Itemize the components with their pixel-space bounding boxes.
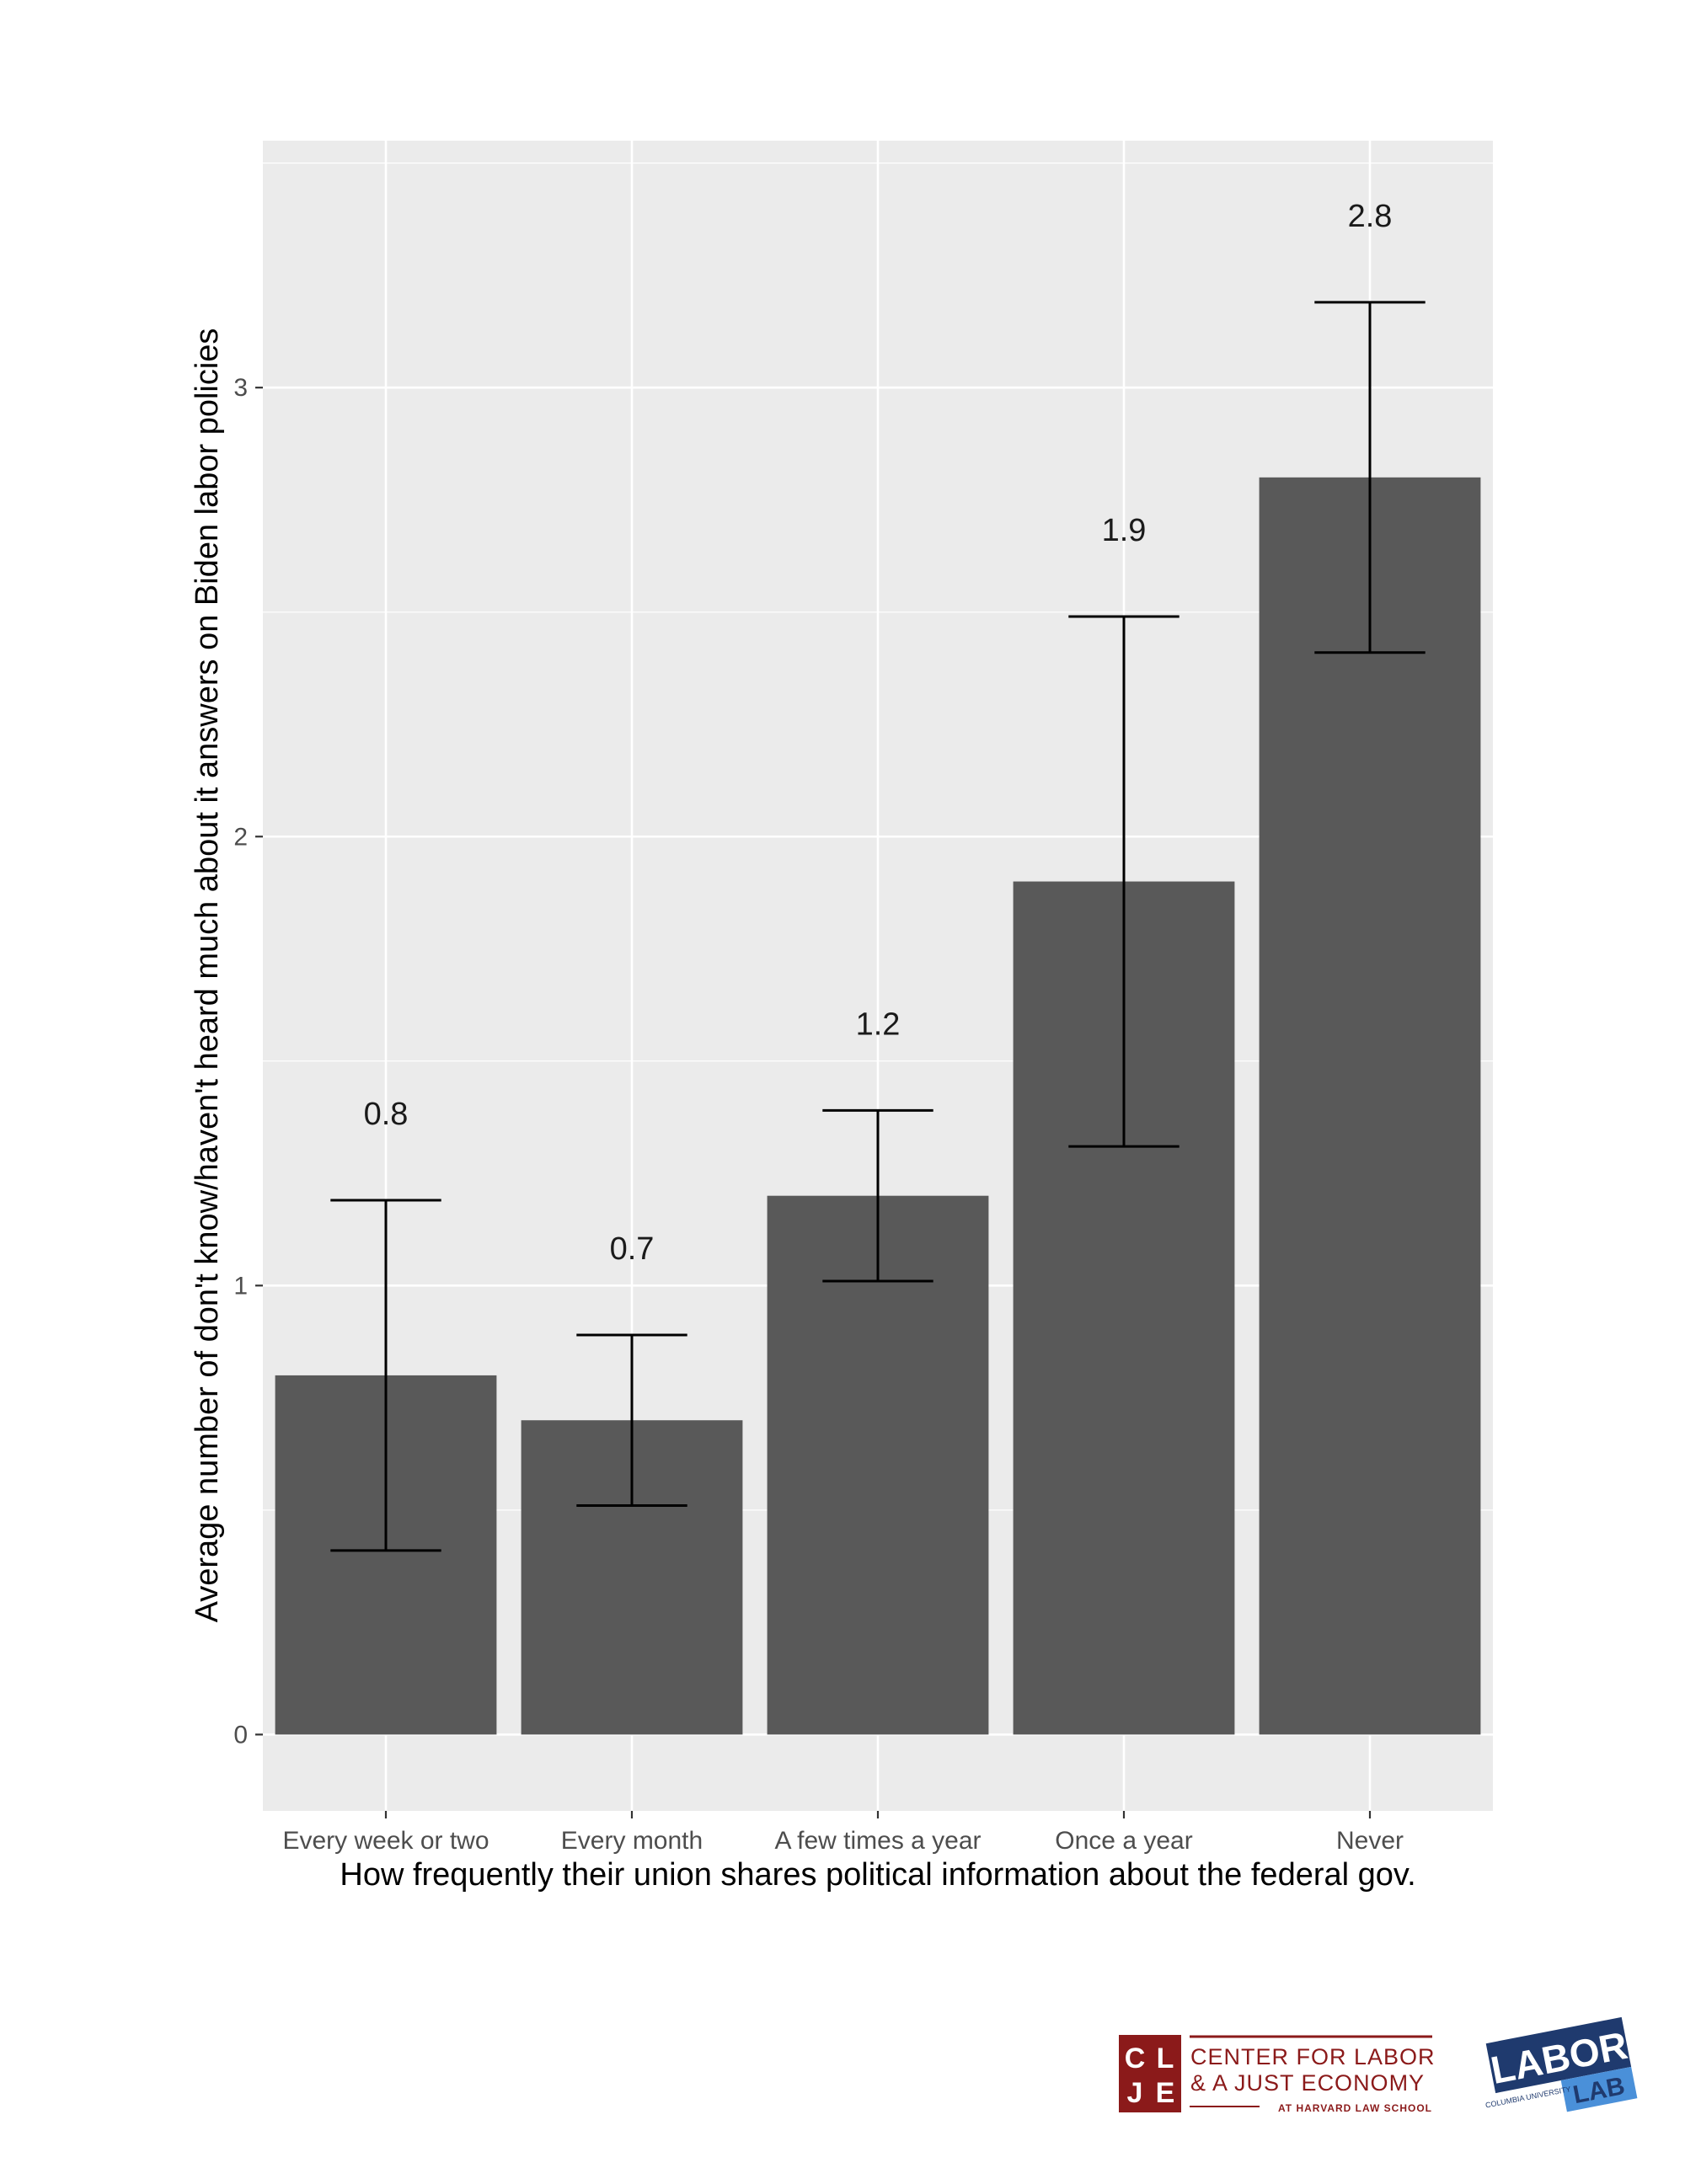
error-bars [330, 301, 1426, 1552]
clje-logo-line3: AT HARVARD LAW SCHOOL [1278, 2102, 1432, 2114]
clje-logo-line2: & A JUST ECONOMY [1190, 2070, 1425, 2096]
laborlab-logo-dark-block [1485, 2016, 1632, 2094]
y-tick-label: 0 [233, 1721, 248, 1749]
clje-logo: C L J E CENTER FOR LABOR & A JUST ECONOM… [1119, 2035, 1436, 2114]
data-label: 0.7 [610, 1231, 655, 1267]
data-label: 2.8 [1348, 199, 1393, 234]
y-axis-title: Average number of don't know/haven't hea… [190, 328, 225, 1623]
data-labels: 0.8 0.7 1.2 1.9 2.8 [364, 199, 1393, 1267]
clje-logo-letter-l: L [1157, 2042, 1174, 2075]
x-axis-title: How frequently their union shares politi… [340, 1857, 1415, 1893]
clje-logo-letter-j: J [1127, 2077, 1143, 2109]
y-tick-label: 2 [233, 823, 248, 851]
laborlab-logo: LABOR LAB COLUMBIA UNIVERSITY [1484, 2016, 1638, 2112]
clje-logo-line1: CENTER FOR LABOR [1190, 2044, 1436, 2069]
bar [1259, 477, 1481, 1735]
clje-logo-mark [1119, 2035, 1181, 2112]
x-axis-ticks: Every week or two Every month A few times … [282, 1811, 1404, 1855]
y-tick-label: 3 [233, 374, 248, 402]
y-axis-ticks: 0 1 2 3 [233, 374, 263, 1749]
data-label: 1.2 [856, 1007, 901, 1042]
data-label: 0.8 [364, 1097, 409, 1132]
x-tick-label: Once a year [1055, 1827, 1192, 1855]
y-tick-label: 1 [233, 1272, 248, 1300]
x-tick-label: Every month [561, 1827, 703, 1855]
laborlab-logo-light-block [1560, 2066, 1638, 2112]
x-tick-label: A few times a year [774, 1827, 981, 1855]
bar [767, 1195, 989, 1735]
clje-logo-letter-c: C [1125, 2042, 1146, 2075]
x-tick-label: Never [1336, 1827, 1404, 1855]
x-tick-label: Every week or two [282, 1827, 489, 1855]
data-label: 1.9 [1102, 513, 1147, 548]
clje-logo-letter-e: E [1156, 2077, 1175, 2109]
